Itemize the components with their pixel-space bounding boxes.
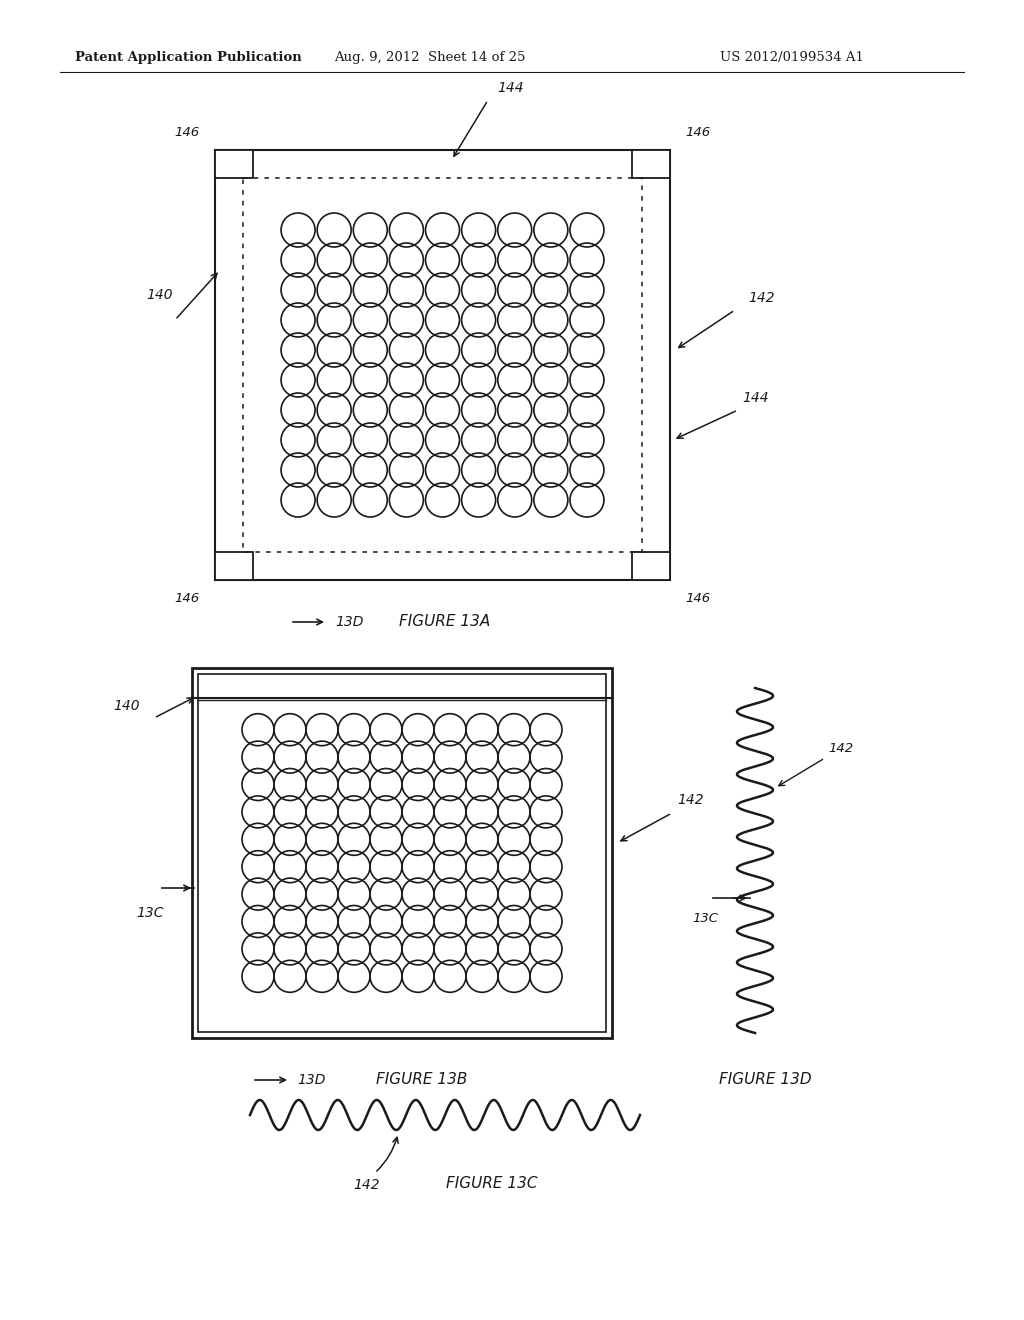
Bar — [632, 552, 670, 579]
Text: 142: 142 — [748, 290, 774, 305]
Text: 144: 144 — [497, 81, 523, 95]
Text: US 2012/0199534 A1: US 2012/0199534 A1 — [720, 51, 864, 65]
Text: FIGURE 13B: FIGURE 13B — [376, 1072, 468, 1088]
Text: FIGURE 13A: FIGURE 13A — [399, 615, 490, 630]
Text: Patent Application Publication: Patent Application Publication — [75, 51, 302, 65]
Text: 140: 140 — [146, 288, 173, 302]
Text: 13C: 13C — [692, 912, 718, 924]
Text: Aug. 9, 2012  Sheet 14 of 25: Aug. 9, 2012 Sheet 14 of 25 — [334, 51, 525, 65]
Text: 13C: 13C — [136, 906, 164, 920]
Text: 142: 142 — [828, 742, 853, 755]
Bar — [632, 150, 670, 178]
Text: FIGURE 13D: FIGURE 13D — [719, 1072, 811, 1088]
Bar — [215, 150, 670, 579]
Bar — [215, 150, 253, 178]
Bar — [198, 675, 606, 1032]
Text: 146: 146 — [174, 591, 200, 605]
Bar — [215, 552, 253, 579]
Text: 13D: 13D — [335, 615, 364, 630]
Text: 146: 146 — [685, 125, 711, 139]
Text: 142: 142 — [677, 793, 703, 807]
Bar — [193, 668, 612, 1038]
Text: 140: 140 — [114, 700, 140, 713]
Text: 146: 146 — [174, 125, 200, 139]
Text: FIGURE 13C: FIGURE 13C — [446, 1176, 538, 1191]
Text: 142: 142 — [353, 1177, 380, 1192]
Text: 144: 144 — [742, 391, 769, 405]
Text: 146: 146 — [685, 591, 711, 605]
Bar — [243, 178, 642, 552]
Text: 13D: 13D — [297, 1073, 326, 1086]
